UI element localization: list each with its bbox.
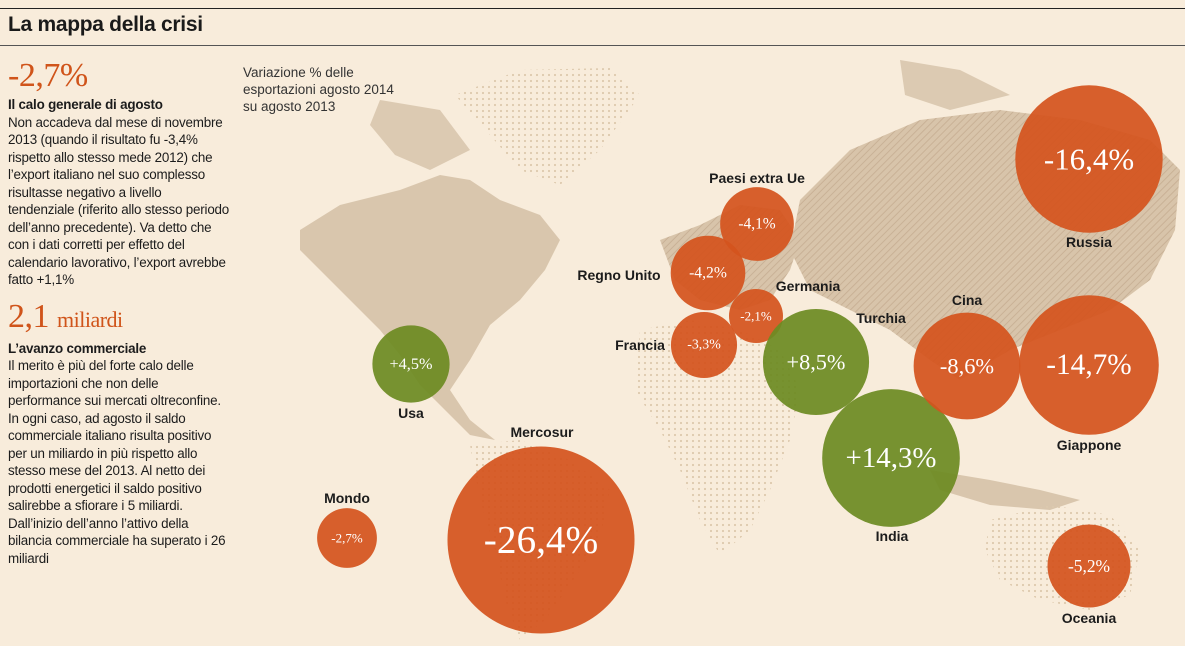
stat1-body: Non accadeva dal mese di novembre 2013 (… <box>8 114 230 288</box>
bubble-value-russia: -16,4% <box>1044 142 1134 177</box>
land-north-america <box>300 175 560 440</box>
page-title: La mappa della crisi <box>8 13 203 36</box>
region-label-francia: Francia <box>615 337 665 353</box>
region-label-usa: Usa <box>398 405 424 421</box>
bubble-india <box>822 389 960 527</box>
stat2-body: Il merito è più del forte calo delle imp… <box>8 358 226 566</box>
bubble-value-usa: +4,5% <box>390 355 433 373</box>
bubble-value-turchia: +8,5% <box>787 350 846 375</box>
region-label-paesi-extra-ue: Paesi extra Ue <box>709 170 805 186</box>
bubble-value-mercosur: -26,4% <box>484 519 599 562</box>
bubble-regno-unito <box>670 235 746 311</box>
stat2-value: 2,1 <box>8 297 50 335</box>
region-label-regno-unito: Regno Unito <box>577 267 660 283</box>
region-label-mondo: Mondo <box>324 490 370 506</box>
chart-legend: Variazione % delle esportazioni agosto 2… <box>243 65 394 114</box>
region-label-germania: Germania <box>776 278 841 294</box>
stat2-value-line: 2,1 miliardi <box>8 297 230 338</box>
bubble-value-mondo: -2,7% <box>331 531 363 546</box>
bubble-usa <box>372 325 450 403</box>
bubble-value-paesi-extra-ue: -4,1% <box>738 216 775 233</box>
sidebar: -2,7% Il calo generale di agosto Non acc… <box>8 58 230 567</box>
bubble-value-francia: -3,3% <box>687 338 721 353</box>
land-indonesia <box>930 470 1080 510</box>
bubbles-layer: -2,7% +4,5% -26,4% -4,1% -4,2% -2,1% -3,3% +8,5… <box>317 85 1163 634</box>
stat2-block: 2,1 miliardi L’avanzo commerciale Il mer… <box>8 297 230 568</box>
stat2-heading: L’avanzo commerciale <box>8 340 147 356</box>
bubble-value-oceania: -5,2% <box>1068 556 1110 576</box>
bubble-value-germania: -2,1% <box>740 309 772 324</box>
bubble-cina <box>913 312 1021 420</box>
land-arctic-islands <box>370 100 470 170</box>
bubble-oceania <box>1047 524 1131 608</box>
region-label-russia: Russia <box>1066 234 1112 250</box>
land-greenland <box>455 68 640 185</box>
bubble-value-cina: -8,6% <box>940 354 994 379</box>
title-rule <box>0 45 1185 46</box>
top-rule <box>0 8 1185 9</box>
region-label-oceania: Oceania <box>1062 610 1117 626</box>
stat2-unit: miliardi <box>57 306 123 332</box>
bubble-mercosur <box>447 446 635 634</box>
stat1-value: -2,7% <box>8 57 88 94</box>
bubble-value-india: +14,3% <box>846 442 937 474</box>
bubble-giappone <box>1019 295 1159 435</box>
bubble-mondo <box>317 508 377 568</box>
bubble-francia <box>670 311 738 379</box>
bubble-value-regno-unito: -4,2% <box>689 265 727 282</box>
bubble-value-giappone: -14,7% <box>1046 349 1131 381</box>
region-label-giappone: Giappone <box>1057 437 1122 453</box>
region-label-india: India <box>876 528 909 544</box>
region-labels-layer: Mondo Usa Mercosur Paesi extra Ue Regno Unit… <box>324 170 1121 626</box>
bubble-russia <box>1015 85 1163 233</box>
bubble-paesi-extra-ue <box>720 187 794 261</box>
bubble-germania <box>729 289 783 343</box>
region-label-mercosur: Mercosur <box>510 424 574 440</box>
land-africa <box>635 320 800 555</box>
land-arctic-asia <box>900 60 1010 110</box>
region-label-cina: Cina <box>952 292 983 308</box>
stat1-heading: Il calo generale di agosto <box>8 97 163 112</box>
bubble-turchia <box>762 308 870 416</box>
region-label-turchia: Turchia <box>856 310 906 326</box>
